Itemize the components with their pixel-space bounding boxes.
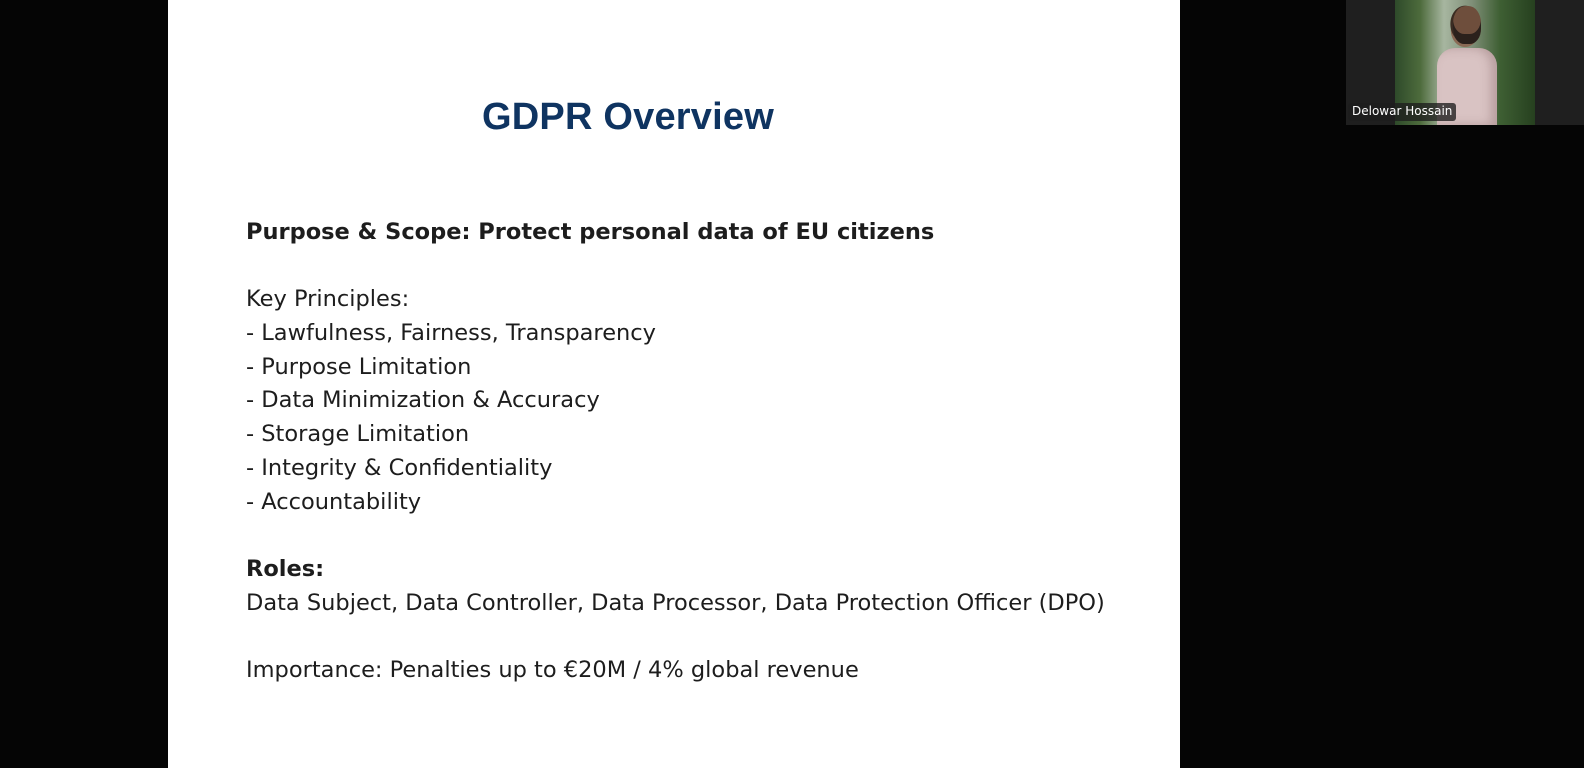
principle-item: - Accountability: [246, 488, 422, 515]
presentation-slide: GDPR Overview Purpose & Scope: Protect p…: [168, 0, 1180, 768]
roles-heading: Roles:: [246, 555, 325, 582]
key-principles-heading: Key Principles:: [246, 286, 410, 313]
roles-text: Data Subject, Data Controller, Data Proc…: [246, 589, 1105, 616]
principle-item: - Purpose Limitation: [246, 353, 472, 380]
spacer: [246, 250, 1166, 284]
spacer: [246, 519, 1166, 553]
spacer: [246, 620, 1166, 654]
slide-body: Purpose & Scope: Protect personal data o…: [246, 216, 1166, 688]
principle-item: - Data Minimization & Accuracy: [246, 387, 600, 414]
participant-video-tile[interactable]: Delowar Hossain: [1346, 0, 1584, 125]
importance-text: Importance: Penalties up to €20M / 4% gl…: [246, 656, 859, 683]
principle-item: - Storage Limitation: [246, 421, 470, 448]
purpose-scope-text: Purpose & Scope: Protect personal data o…: [246, 219, 935, 245]
slide-title: GDPR Overview: [482, 96, 774, 138]
principle-item: - Lawfulness, Fairness, Transparency: [246, 320, 656, 347]
principle-item: - Integrity & Confidentiality: [246, 454, 553, 481]
participant-name-label: Delowar Hossain: [1348, 103, 1457, 121]
participant-head: [1453, 6, 1481, 44]
